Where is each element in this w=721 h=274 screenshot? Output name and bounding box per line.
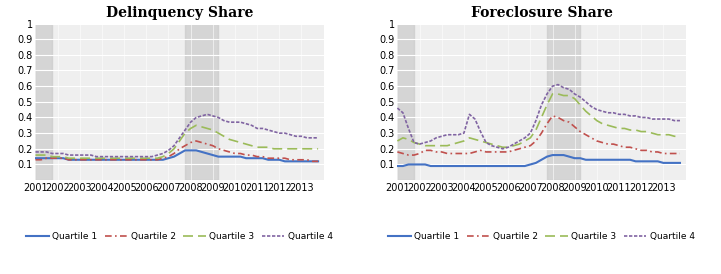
Legend: Quartile 1, Quartile 2, Quartile 3, Quartile 4: Quartile 1, Quartile 2, Quartile 3, Quar… bbox=[22, 228, 337, 244]
Title: Delinquency Share: Delinquency Share bbox=[106, 5, 253, 19]
Bar bbox=[397, 24, 414, 180]
Title: Foreclosure Share: Foreclosure Share bbox=[471, 5, 612, 19]
Bar bbox=[35, 24, 52, 180]
Legend: Quartile 1, Quartile 2, Quartile 3, Quartile 4: Quartile 1, Quartile 2, Quartile 3, Quar… bbox=[384, 228, 699, 244]
Bar bbox=[185, 24, 218, 180]
Bar bbox=[547, 24, 580, 180]
